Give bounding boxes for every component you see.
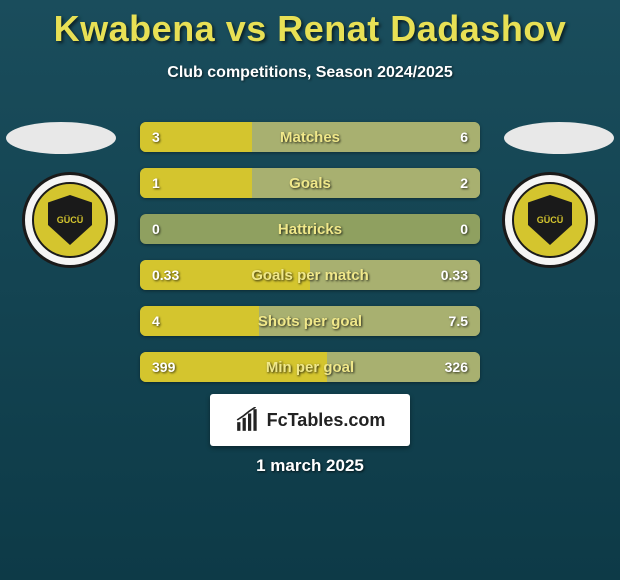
brand-name: FcTables.com: [267, 410, 386, 431]
stat-value-right: 326: [445, 359, 468, 375]
club-badge-left: GÜCÜ: [22, 172, 118, 268]
page-title: Kwabena vs Renat Dadashov: [0, 0, 620, 50]
stat-row: 0.33Goals per match0.33: [140, 260, 480, 290]
stat-label: Min per goal: [140, 359, 480, 376]
stat-value-right: 0.33: [441, 267, 468, 283]
stat-value-right: 7.5: [449, 313, 468, 329]
stat-row: 399Min per goal326: [140, 352, 480, 382]
shield-icon: GÜCÜ: [48, 195, 92, 245]
player-photo-right: [504, 122, 614, 154]
stat-row: 0Hattricks0: [140, 214, 480, 244]
stat-value-right: 6: [460, 129, 468, 145]
stat-label: Matches: [140, 129, 480, 146]
chart-icon: [235, 407, 261, 433]
shield-icon: GÜCÜ: [528, 195, 572, 245]
subtitle: Club competitions, Season 2024/2025: [0, 64, 620, 82]
club-badge-right: GÜCÜ: [502, 172, 598, 268]
stat-label: Goals: [140, 175, 480, 192]
stat-row: 3Matches6: [140, 122, 480, 152]
stat-label: Goals per match: [140, 267, 480, 284]
brand-logo[interactable]: FcTables.com: [210, 394, 410, 446]
stat-label: Hattricks: [140, 221, 480, 238]
stat-label: Shots per goal: [140, 313, 480, 330]
stat-value-right: 2: [460, 175, 468, 191]
date-label: 1 march 2025: [0, 456, 620, 476]
stat-row: 4Shots per goal7.5: [140, 306, 480, 336]
stats-container: 3Matches6 1Goals2 0Hattricks0 0.33Goals per…: [140, 122, 480, 398]
stat-row: 1Goals2: [140, 168, 480, 198]
stat-value-right: 0: [460, 221, 468, 237]
player-photo-left: [6, 122, 116, 154]
